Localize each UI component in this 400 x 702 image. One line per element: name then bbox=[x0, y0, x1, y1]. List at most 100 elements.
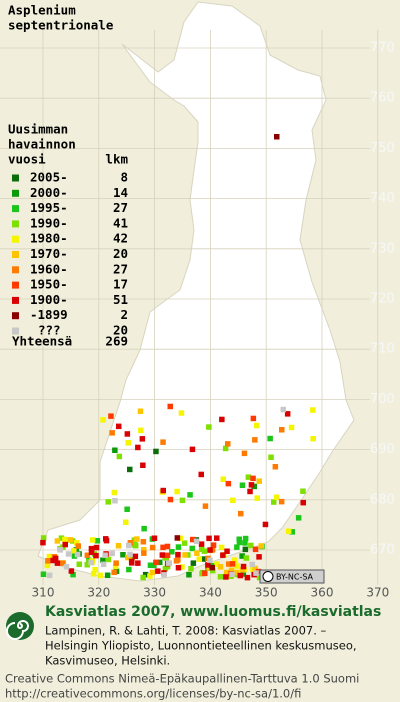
record-square bbox=[239, 566, 246, 573]
record-square bbox=[284, 411, 291, 417]
record-square bbox=[210, 542, 217, 548]
x-label: 310 bbox=[32, 586, 55, 600]
record-square bbox=[174, 535, 181, 541]
record-square bbox=[89, 537, 96, 543]
legend-swatch bbox=[12, 189, 19, 197]
record-square bbox=[289, 529, 295, 535]
legend-label: 1980- bbox=[30, 231, 68, 246]
record-square bbox=[240, 571, 247, 577]
legend-heading: havainnon bbox=[8, 137, 76, 152]
record-square bbox=[142, 571, 149, 578]
record-square bbox=[217, 564, 224, 570]
record-square bbox=[250, 415, 257, 422]
record-square bbox=[141, 525, 147, 532]
record-square bbox=[300, 499, 306, 506]
record-square bbox=[247, 488, 253, 495]
record-square bbox=[40, 535, 47, 541]
record-square bbox=[125, 554, 131, 561]
citation: Kasvimuseo, Helsinki. bbox=[45, 654, 170, 668]
legend-swatch bbox=[12, 266, 19, 274]
record-square bbox=[140, 574, 146, 581]
record-square bbox=[147, 562, 154, 568]
record-square bbox=[94, 538, 101, 544]
legend-heading: vuosi bbox=[8, 152, 46, 167]
record-square bbox=[222, 445, 229, 452]
license-badge: BY-NC-SA bbox=[259, 569, 325, 584]
legend-count: 14 bbox=[113, 185, 128, 200]
record-square bbox=[200, 556, 206, 562]
record-square bbox=[147, 573, 153, 579]
record-square bbox=[149, 544, 156, 551]
legend-label: 1970- bbox=[30, 246, 68, 261]
badge-frame bbox=[259, 569, 325, 584]
record-square bbox=[116, 453, 123, 460]
record-square bbox=[242, 535, 249, 542]
record-square bbox=[46, 553, 53, 560]
record-square bbox=[231, 557, 238, 563]
record-square bbox=[253, 570, 259, 576]
record-square bbox=[112, 498, 118, 504]
record-square bbox=[129, 554, 135, 561]
record-square bbox=[135, 444, 141, 451]
record-square bbox=[84, 562, 90, 568]
record-square bbox=[194, 550, 200, 556]
record-square bbox=[127, 551, 133, 558]
record-square bbox=[92, 566, 98, 573]
record-square bbox=[70, 571, 76, 578]
y-label: 690 bbox=[370, 442, 395, 457]
record-square bbox=[52, 555, 59, 562]
record-square bbox=[88, 545, 95, 552]
record-square bbox=[240, 563, 247, 570]
x-label: 360 bbox=[311, 586, 334, 600]
record-square bbox=[229, 571, 235, 578]
record-square bbox=[109, 430, 115, 436]
record-square bbox=[234, 544, 240, 550]
record-square bbox=[134, 536, 140, 542]
record-square bbox=[274, 134, 280, 140]
legend: 2005- 8 2000- 14 1995- 27 1990- 41 1980- 42 1970- 2… bbox=[12, 170, 128, 338]
y-label: 670 bbox=[370, 543, 395, 558]
record-square bbox=[207, 557, 213, 563]
legend-count: 51 bbox=[113, 292, 128, 307]
record-square bbox=[209, 564, 215, 571]
record-square bbox=[84, 552, 91, 558]
record-square bbox=[100, 561, 107, 568]
record-square bbox=[93, 544, 100, 551]
record-square bbox=[127, 540, 134, 546]
record-square bbox=[193, 538, 200, 545]
record-square bbox=[228, 567, 235, 573]
record-square bbox=[115, 543, 122, 549]
records bbox=[40, 134, 316, 581]
record-square bbox=[60, 560, 66, 566]
record-square bbox=[151, 562, 157, 569]
record-square bbox=[57, 547, 63, 553]
record-square bbox=[103, 536, 109, 542]
record-square bbox=[241, 450, 248, 457]
record-square bbox=[189, 446, 196, 453]
record-square bbox=[224, 548, 230, 554]
record-square bbox=[104, 572, 111, 578]
record-square bbox=[249, 561, 255, 568]
record-square bbox=[102, 552, 108, 558]
record-square bbox=[179, 564, 185, 570]
x-label: 340 bbox=[199, 586, 222, 600]
legend-swatch bbox=[12, 296, 19, 304]
record-square bbox=[254, 495, 260, 501]
record-square bbox=[135, 560, 141, 566]
legend-swatch bbox=[12, 235, 19, 243]
record-square bbox=[239, 553, 245, 559]
legend-count: 17 bbox=[113, 277, 128, 292]
legend-label: 1900- bbox=[30, 292, 68, 307]
record-square bbox=[189, 545, 195, 552]
record-square bbox=[252, 546, 259, 553]
record-square bbox=[160, 544, 166, 551]
legend-label: 1950- bbox=[30, 277, 68, 292]
record-square bbox=[128, 558, 135, 565]
cc-icon bbox=[262, 571, 274, 582]
record-square bbox=[132, 553, 139, 560]
record-square bbox=[116, 423, 122, 430]
legend-count: 27 bbox=[113, 261, 128, 276]
record-square bbox=[164, 543, 171, 550]
record-square bbox=[236, 539, 243, 546]
legend-count: 42 bbox=[113, 231, 128, 246]
